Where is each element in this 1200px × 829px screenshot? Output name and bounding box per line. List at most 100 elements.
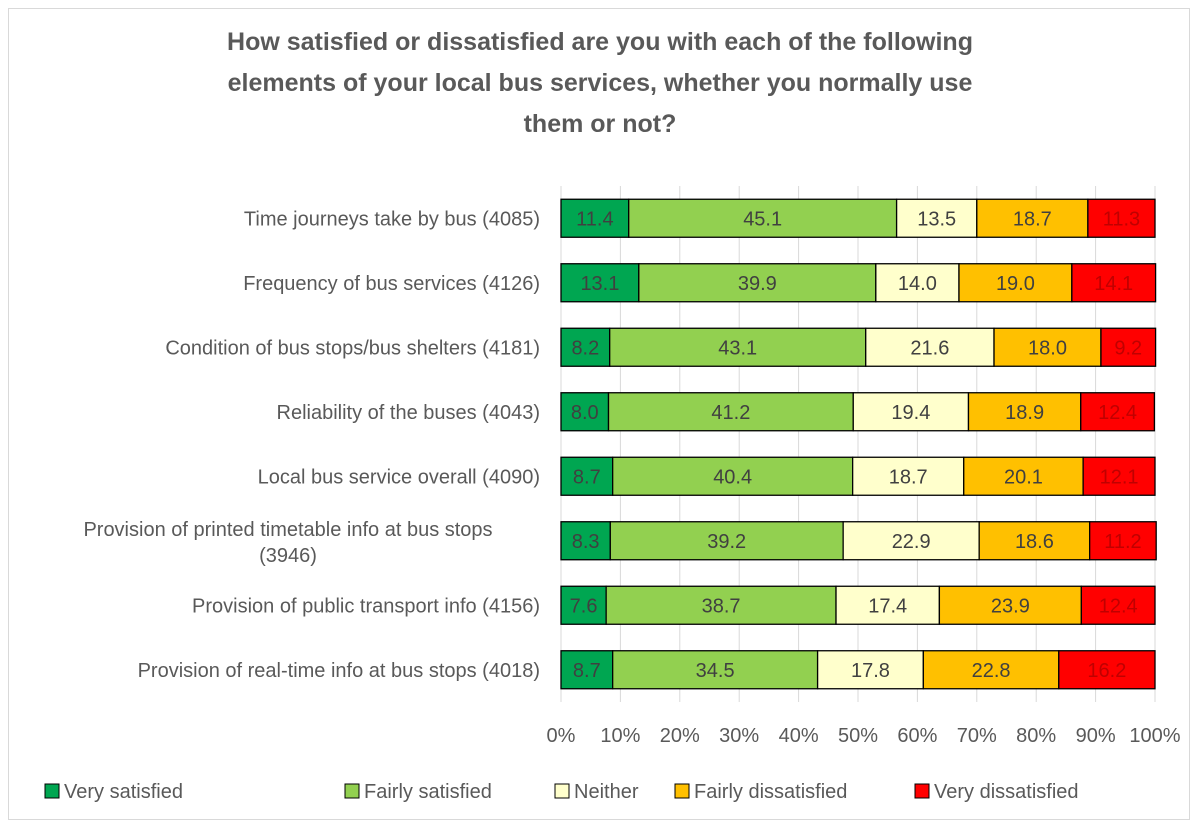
bar-segment xyxy=(922,650,1060,690)
data-label: 45.1 xyxy=(743,208,782,230)
data-label: 12.1 xyxy=(1100,466,1139,488)
category-label: Local bus service overall (4090) xyxy=(258,466,540,488)
category-label: Time journeys take by bus (4085) xyxy=(244,208,540,230)
legend-swatch xyxy=(674,783,690,799)
data-label: 11.4 xyxy=(576,208,613,230)
data-label: 16.2 xyxy=(1087,660,1126,682)
legend-label: Very satisfied xyxy=(64,781,183,803)
x-tick-label: 90% xyxy=(1076,725,1116,747)
category-label: Provision of public transport info (4156… xyxy=(192,595,540,617)
legend: Very satisfied Fairly satisfied Neither Fai… xyxy=(44,781,1079,803)
data-label: 18.7 xyxy=(889,466,928,488)
legend-item: Fairly satisfied xyxy=(344,781,492,803)
x-tick-label: 10% xyxy=(600,725,640,747)
bar-segment xyxy=(607,392,854,432)
category-label: Provision of real-time info at bus stops… xyxy=(138,660,540,682)
data-label: 18.9 xyxy=(1005,402,1044,424)
bar-segment xyxy=(852,392,970,432)
bar-segment xyxy=(835,585,941,625)
legend-swatch xyxy=(554,783,570,799)
data-label: 43.1 xyxy=(718,337,757,359)
data-label: 12.4 xyxy=(1098,402,1137,424)
data-label: 11.2 xyxy=(1104,531,1141,553)
bar-segment xyxy=(842,521,980,561)
bar-segment xyxy=(1087,198,1156,238)
data-label: 7.6 xyxy=(570,595,598,617)
legend-label: Fairly satisfied xyxy=(364,781,492,803)
bar-segment xyxy=(628,198,898,238)
x-tick-label: 20% xyxy=(660,725,700,747)
data-label: 22.8 xyxy=(972,660,1011,682)
data-label: 39.2 xyxy=(707,531,746,553)
chart-title: How satisfied or dissatisfied are you wi… xyxy=(227,28,973,138)
legend-swatch xyxy=(344,783,360,799)
data-label: 17.4 xyxy=(868,595,907,617)
bar-segment xyxy=(958,263,1073,303)
x-tick-label: 70% xyxy=(957,725,997,747)
x-tick-label: 40% xyxy=(779,725,819,747)
legend-item: Fairly dissatisfied xyxy=(674,781,847,803)
x-axis-ticks: 0% 10% 20% 30% 40% 50% 60% 70% 80% 90% 100% xyxy=(547,725,1181,747)
category-label: Provision of printed timetable info at b… xyxy=(83,519,492,567)
data-label: 9.2 xyxy=(1114,337,1142,359)
category-label: Condition of bus stops/bus shelters (418… xyxy=(165,337,540,359)
data-label: 12.4 xyxy=(1099,595,1138,617)
data-label: 34.5 xyxy=(696,660,735,682)
bar-segment xyxy=(612,456,854,496)
bar-segment xyxy=(1080,392,1156,432)
legend-item: Very dissatisfied xyxy=(914,781,1079,803)
data-label: 14.1 xyxy=(1094,273,1133,295)
bar-segment xyxy=(967,392,1082,432)
bar-segment xyxy=(1100,327,1157,367)
x-tick-label: 50% xyxy=(838,725,878,747)
data-label: 8.7 xyxy=(573,466,601,488)
bar-segment xyxy=(1089,521,1157,561)
bar-segment xyxy=(560,650,614,690)
bar-segment xyxy=(612,650,819,690)
data-label: 8.7 xyxy=(573,660,601,682)
category-labels: Time journeys take by bus (4085) Frequenc… xyxy=(83,208,540,682)
bar-segment xyxy=(1082,456,1156,496)
data-labels: 11.4 45.1 13.5 18.7 11.3 13.1 39.9 14.0 19.0 14.1… xyxy=(570,208,1143,682)
data-label: 18.6 xyxy=(1015,531,1054,553)
data-label: 18.0 xyxy=(1028,337,1067,359)
legend-label: Fairly dissatisfied xyxy=(694,781,847,803)
data-label: 19.0 xyxy=(996,273,1035,295)
data-label: 41.2 xyxy=(711,402,750,424)
data-label: 13.1 xyxy=(580,273,619,295)
x-tick-label: 80% xyxy=(1016,725,1056,747)
bar-segment xyxy=(1080,585,1156,625)
bar-segment xyxy=(816,650,924,690)
legend-swatch xyxy=(44,783,60,799)
data-label: 8.2 xyxy=(571,337,599,359)
bar-segment xyxy=(638,263,877,303)
data-label: 13.5 xyxy=(917,208,956,230)
data-label: 20.1 xyxy=(1004,466,1043,488)
data-label: 23.9 xyxy=(991,595,1030,617)
data-label: 22.9 xyxy=(892,531,931,553)
data-label: 21.6 xyxy=(910,337,949,359)
bar-segment xyxy=(605,585,837,625)
bar-segment xyxy=(560,392,610,432)
bar-segment xyxy=(560,198,630,238)
data-label: 11.3 xyxy=(1103,208,1140,230)
x-tick-label: 30% xyxy=(719,725,759,747)
category-label: Frequency of bus services (4126) xyxy=(243,273,540,295)
legend-label: Neither xyxy=(574,781,639,803)
bar-segment xyxy=(963,456,1084,496)
x-tick-label: 0% xyxy=(547,725,576,747)
bar-segment xyxy=(978,521,1091,561)
data-label: 40.4 xyxy=(713,466,752,488)
category-label: Reliability of the buses (4043) xyxy=(277,402,540,424)
legend-item: Neither xyxy=(554,781,639,803)
bar-segment xyxy=(1071,263,1157,303)
bar-segments xyxy=(560,198,1157,690)
data-label: 14.0 xyxy=(898,273,937,295)
x-tick-label: 100% xyxy=(1129,725,1180,747)
legend-label: Very dissatisfied xyxy=(934,781,1079,803)
data-label: 8.3 xyxy=(572,531,600,553)
legend-swatch xyxy=(914,783,930,799)
bar-segment xyxy=(1058,650,1156,690)
data-label: 8.0 xyxy=(571,402,599,424)
